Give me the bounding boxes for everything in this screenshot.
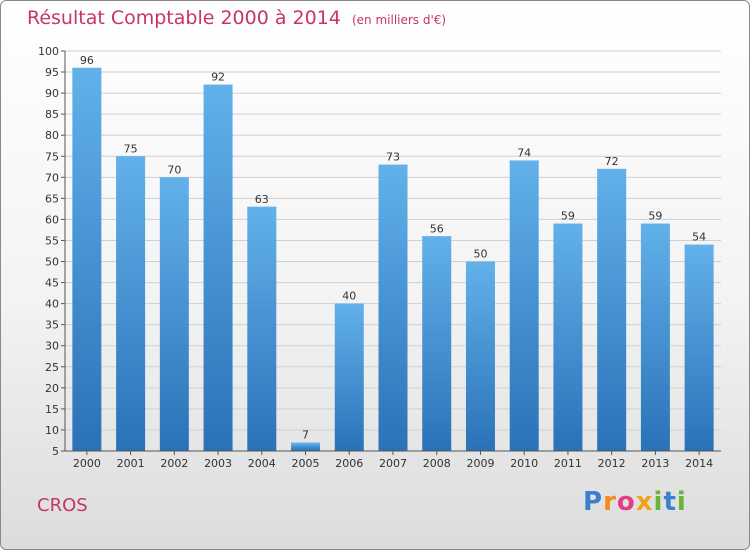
bar-2001 bbox=[116, 156, 146, 451]
bar-top-highlight bbox=[291, 442, 321, 445]
x-tick-label-2003: 2003 bbox=[204, 457, 232, 470]
x-tick-label-2012: 2012 bbox=[598, 457, 626, 470]
data-label-2014: 54 bbox=[692, 231, 706, 244]
x-axis-ticks: 2000 2001 2002 2003 2004 2005 2006 2007 2008 2009… bbox=[73, 451, 713, 470]
bar-2008 bbox=[422, 236, 452, 451]
bar-top-highlight bbox=[553, 223, 583, 226]
title-main: Résultat Comptable 2000 à 2014 bbox=[27, 7, 341, 29]
bar-2011 bbox=[553, 223, 583, 451]
y-tick-label: 85 bbox=[45, 108, 59, 121]
y-tick-label: 70 bbox=[45, 171, 59, 184]
brand-letter: i bbox=[653, 487, 664, 517]
bar-top-highlight bbox=[72, 67, 102, 70]
data-label-2003: 92 bbox=[211, 71, 225, 84]
x-tick-label-2005: 2005 bbox=[292, 457, 320, 470]
brand-letter: i bbox=[676, 487, 687, 517]
bar-top-highlight bbox=[334, 303, 364, 306]
x-tick-label-2009: 2009 bbox=[466, 457, 494, 470]
y-tick-label: 45 bbox=[45, 277, 59, 290]
bar-top-highlight bbox=[247, 206, 277, 209]
axes bbox=[64, 51, 721, 452]
y-tick-label: 20 bbox=[45, 382, 59, 395]
x-tick-label-2007: 2007 bbox=[379, 457, 407, 470]
bar-2012 bbox=[597, 168, 627, 452]
bar-top-highlight bbox=[684, 244, 714, 247]
brand-letter: t bbox=[663, 487, 677, 517]
data-label-2012: 72 bbox=[605, 155, 619, 168]
data-label-2013: 59 bbox=[648, 210, 662, 223]
y-tick-label: 90 bbox=[45, 87, 59, 100]
bars: 96 75 70 92 63 7 40 73 56 50 74 59 72 59 54 bbox=[72, 54, 714, 452]
x-tick-label-2013: 2013 bbox=[641, 457, 669, 470]
bar-top-highlight bbox=[378, 164, 408, 167]
brand-letter: P bbox=[583, 487, 604, 517]
bar-2005 bbox=[291, 442, 321, 451]
x-tick-label-2010: 2010 bbox=[510, 457, 538, 470]
bar-2000 bbox=[72, 67, 102, 451]
y-tick-label: 75 bbox=[45, 150, 59, 163]
y-tick-label: 40 bbox=[45, 298, 59, 311]
bar-top-highlight bbox=[422, 236, 452, 239]
bar-top-highlight bbox=[159, 177, 189, 180]
y-tick-label: 10 bbox=[45, 424, 59, 437]
x-tick-label-2000: 2000 bbox=[73, 457, 101, 470]
x-tick-label-2011: 2011 bbox=[554, 457, 582, 470]
bar-2002 bbox=[159, 177, 189, 451]
data-label-2006: 40 bbox=[342, 290, 356, 303]
data-label-2008: 56 bbox=[430, 222, 444, 235]
y-tick-label: 30 bbox=[45, 340, 59, 353]
x-tick-label-2004: 2004 bbox=[248, 457, 276, 470]
data-label-2004: 63 bbox=[255, 193, 269, 206]
brand-logo: Proxiti bbox=[583, 487, 687, 517]
bar-2003 bbox=[203, 84, 233, 452]
data-label-2001: 75 bbox=[124, 142, 138, 155]
data-label-2010: 74 bbox=[517, 146, 531, 159]
data-label-2002: 70 bbox=[167, 163, 181, 176]
data-label-2005: 7 bbox=[302, 429, 309, 442]
bar-top-highlight bbox=[597, 168, 627, 171]
bar-top-highlight bbox=[465, 261, 495, 264]
brand-letter: o bbox=[616, 487, 636, 517]
chart-title: Résultat Comptable 2000 à 2014 (en milli… bbox=[27, 7, 446, 29]
data-label-2011: 59 bbox=[561, 210, 575, 223]
bar-2014 bbox=[684, 244, 714, 451]
bar-top-highlight bbox=[640, 223, 670, 226]
x-tick-label-2014: 2014 bbox=[685, 457, 713, 470]
data-label-2000: 96 bbox=[80, 54, 94, 67]
location-label: CROS bbox=[37, 495, 88, 516]
bar-2006 bbox=[334, 303, 364, 451]
x-tick-label-2002: 2002 bbox=[160, 457, 188, 470]
y-tick-label: 15 bbox=[45, 403, 59, 416]
bar-2004 bbox=[247, 206, 277, 451]
x-tick-label-2001: 2001 bbox=[117, 457, 145, 470]
y-tick-label: 55 bbox=[45, 234, 59, 247]
y-tick-label: 80 bbox=[45, 129, 59, 142]
data-label-2007: 73 bbox=[386, 151, 400, 164]
brand-letter: r bbox=[603, 487, 617, 517]
y-tick-label: 100 bbox=[38, 45, 59, 58]
bar-2007 bbox=[378, 164, 408, 451]
y-tick-label: 50 bbox=[45, 256, 59, 269]
bar-2013 bbox=[640, 223, 670, 451]
brand-letter: x bbox=[635, 487, 654, 517]
y-tick-label: 5 bbox=[52, 445, 59, 458]
y-tick-label: 95 bbox=[45, 66, 59, 79]
y-tick-label: 25 bbox=[45, 361, 59, 374]
bar-top-highlight bbox=[116, 156, 146, 159]
x-tick-label-2006: 2006 bbox=[335, 457, 363, 470]
bar-2009 bbox=[465, 261, 495, 451]
y-tick-label: 35 bbox=[45, 319, 59, 332]
bar-top-highlight bbox=[509, 160, 539, 163]
bar-2010 bbox=[509, 160, 539, 451]
title-subtitle: (en milliers d'€) bbox=[351, 13, 447, 27]
x-tick-label-2008: 2008 bbox=[423, 457, 451, 470]
y-axis-ticks: 5 10 15 20 25 30 35 40 45 50 55 60 65 70 75 80 85 90 95 100 bbox=[38, 45, 65, 458]
y-tick-label: 60 bbox=[45, 213, 59, 226]
bar-top-highlight bbox=[203, 84, 233, 87]
y-tick-label: 65 bbox=[45, 192, 59, 205]
data-label-2009: 50 bbox=[473, 248, 487, 261]
